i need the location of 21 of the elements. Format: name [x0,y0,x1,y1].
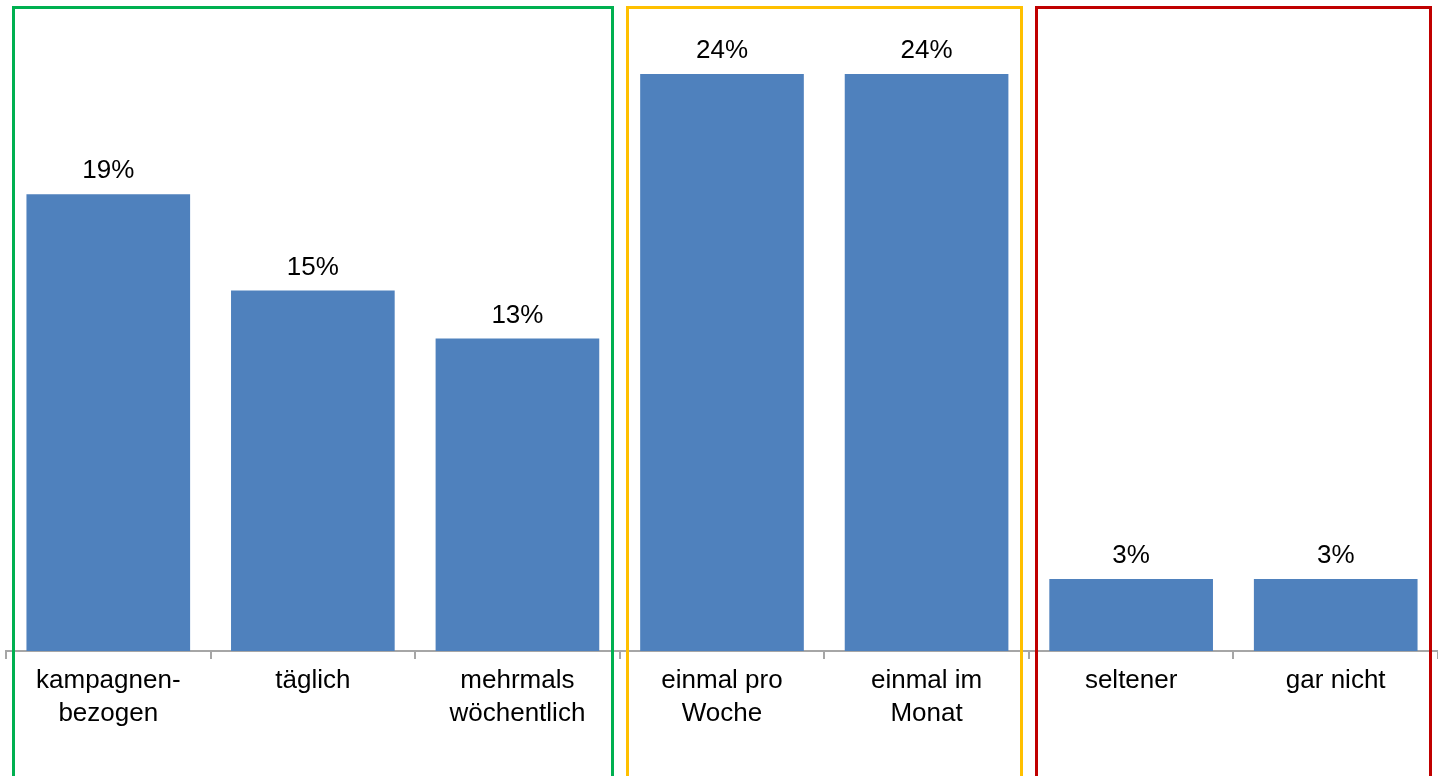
bar [844,74,1009,651]
data-label: 24% [695,34,749,65]
data-label: 3% [1316,539,1355,570]
bar [231,290,395,651]
data-label: 3% [1112,539,1150,570]
bar [1049,578,1213,651]
x-tick-label: mehrmals wöchentlich [448,664,586,727]
data-label: 15% [286,250,339,281]
bar [640,74,804,651]
bar [26,194,191,651]
x-tick-label: seltener [1084,664,1178,695]
data-label: 24% [900,34,953,65]
x-tick-label: einmal pro Woche [661,664,783,727]
x-tick-label: kampagnen-bezogen [36,664,181,727]
bar [435,338,600,651]
x-tick-label: täglich [275,664,351,695]
x-tick-label: gar nicht [1285,664,1387,695]
data-label: 19% [82,154,135,185]
data-label: 13% [491,298,544,329]
x-tick-label: einmal im Monat [870,664,983,727]
bar [1253,578,1418,651]
